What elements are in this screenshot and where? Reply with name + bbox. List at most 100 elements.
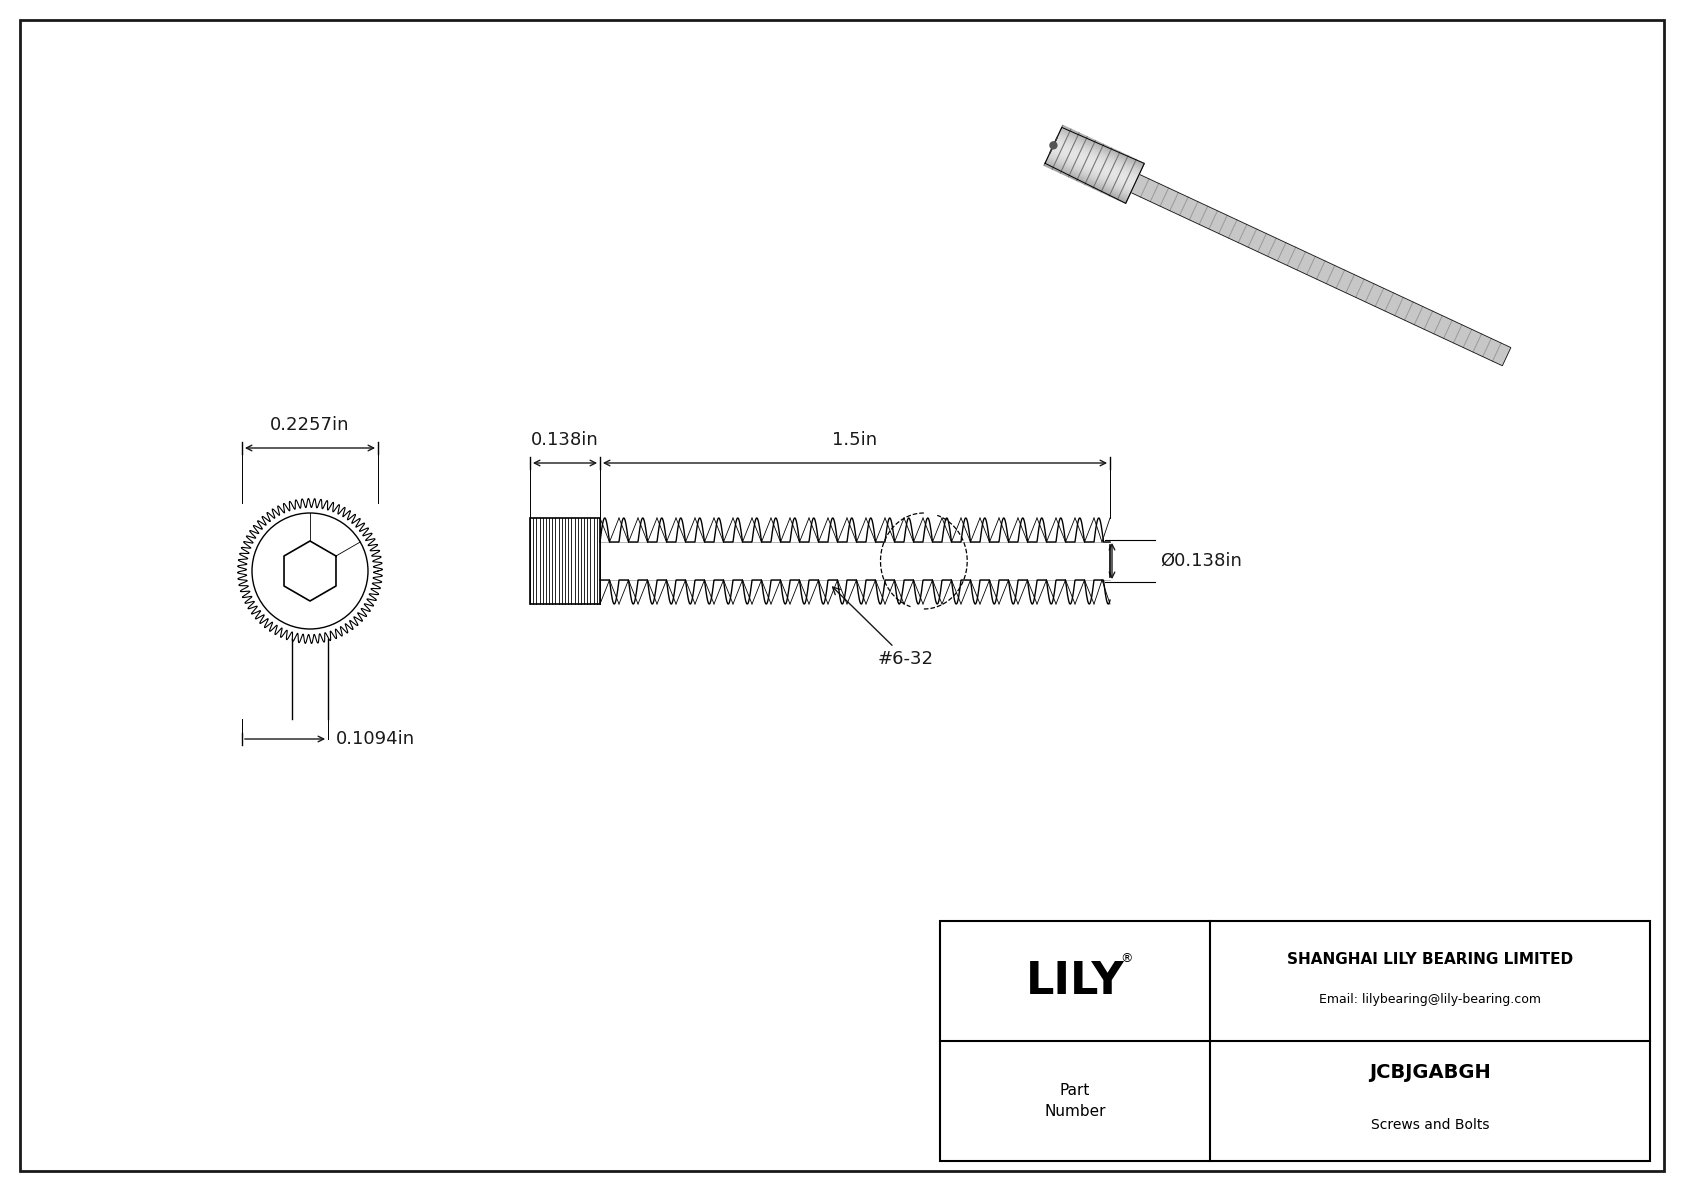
Polygon shape <box>1340 272 1352 292</box>
Polygon shape <box>1140 179 1154 199</box>
Polygon shape <box>1177 197 1191 217</box>
Polygon shape <box>1410 304 1423 325</box>
Polygon shape <box>1386 293 1399 313</box>
Polygon shape <box>1283 245 1297 266</box>
Polygon shape <box>1052 145 1135 186</box>
Polygon shape <box>1228 220 1241 241</box>
Polygon shape <box>1046 160 1128 199</box>
Text: 0.2257in: 0.2257in <box>269 416 350 434</box>
Polygon shape <box>1046 161 1128 201</box>
Polygon shape <box>1209 211 1223 231</box>
Text: LILY: LILY <box>1026 960 1125 1003</box>
Polygon shape <box>1047 155 1130 195</box>
Polygon shape <box>1051 149 1133 189</box>
Polygon shape <box>1303 255 1315 275</box>
Polygon shape <box>1367 285 1381 305</box>
Text: #6-32: #6-32 <box>832 587 935 668</box>
Polygon shape <box>1047 157 1130 198</box>
Polygon shape <box>1418 308 1431 329</box>
Polygon shape <box>1150 183 1162 204</box>
Polygon shape <box>1154 185 1167 205</box>
Polygon shape <box>1238 224 1251 244</box>
Polygon shape <box>1470 332 1484 353</box>
Polygon shape <box>1135 176 1148 197</box>
Polygon shape <box>1457 326 1468 347</box>
Polygon shape <box>1056 137 1138 177</box>
Polygon shape <box>1044 163 1127 204</box>
Polygon shape <box>1061 127 1143 168</box>
Polygon shape <box>1479 337 1492 357</box>
Polygon shape <box>1298 252 1312 273</box>
Polygon shape <box>1354 279 1367 299</box>
Polygon shape <box>1359 280 1371 301</box>
Polygon shape <box>1489 341 1502 361</box>
Polygon shape <box>1497 345 1511 366</box>
Polygon shape <box>1330 268 1344 288</box>
Bar <box>530 518 600 604</box>
Polygon shape <box>1452 324 1465 344</box>
Polygon shape <box>1059 131 1142 172</box>
Polygon shape <box>1335 269 1349 289</box>
Polygon shape <box>1372 287 1386 307</box>
Polygon shape <box>1396 298 1408 318</box>
Polygon shape <box>1159 187 1172 207</box>
Ellipse shape <box>1049 142 1058 149</box>
Polygon shape <box>1312 258 1325 279</box>
Polygon shape <box>1344 274 1357 294</box>
Polygon shape <box>1251 231 1265 251</box>
Polygon shape <box>1049 151 1132 192</box>
Text: JCBJGABGH: JCBJGABGH <box>1369 1062 1490 1081</box>
Polygon shape <box>1317 261 1330 281</box>
Polygon shape <box>1475 335 1487 355</box>
Polygon shape <box>1391 295 1404 316</box>
Polygon shape <box>1145 181 1159 201</box>
Text: Email: lilybearing@lily-bearing.com: Email: lilybearing@lily-bearing.com <box>1319 992 1541 1005</box>
Polygon shape <box>1256 232 1270 254</box>
Polygon shape <box>1172 194 1186 214</box>
Polygon shape <box>1059 130 1142 169</box>
Polygon shape <box>1349 276 1362 297</box>
Polygon shape <box>1494 343 1505 363</box>
Polygon shape <box>1054 143 1137 183</box>
Polygon shape <box>1169 192 1180 212</box>
Polygon shape <box>1307 256 1320 278</box>
Polygon shape <box>1381 292 1394 312</box>
Polygon shape <box>1415 306 1428 326</box>
Polygon shape <box>1246 229 1260 249</box>
Text: 0.1094in: 0.1094in <box>337 730 416 748</box>
Text: 0.138in: 0.138in <box>530 431 600 449</box>
Polygon shape <box>1484 339 1497 360</box>
Polygon shape <box>1214 213 1228 233</box>
Polygon shape <box>1428 313 1442 333</box>
Polygon shape <box>1054 142 1137 181</box>
Polygon shape <box>1058 136 1140 175</box>
Polygon shape <box>1447 322 1460 342</box>
Text: Part
Number: Part Number <box>1044 1083 1106 1120</box>
Polygon shape <box>1270 239 1283 260</box>
Polygon shape <box>1063 125 1145 166</box>
Polygon shape <box>1261 235 1273 255</box>
Polygon shape <box>1293 250 1307 270</box>
Polygon shape <box>1196 205 1209 225</box>
Text: 1.5in: 1.5in <box>832 431 877 449</box>
Polygon shape <box>1280 244 1293 264</box>
Polygon shape <box>1288 248 1302 268</box>
Bar <box>940 921 1650 1161</box>
Polygon shape <box>1325 266 1339 286</box>
Polygon shape <box>1201 207 1214 227</box>
Polygon shape <box>1460 328 1474 349</box>
Polygon shape <box>1182 198 1196 218</box>
Text: Screws and Bolts: Screws and Bolts <box>1371 1118 1489 1131</box>
Polygon shape <box>1322 263 1334 283</box>
Polygon shape <box>1362 282 1376 303</box>
Polygon shape <box>1399 300 1413 320</box>
Polygon shape <box>1265 237 1278 257</box>
Polygon shape <box>1404 303 1418 323</box>
Polygon shape <box>1224 218 1236 238</box>
Polygon shape <box>1243 226 1255 247</box>
Polygon shape <box>1275 242 1288 262</box>
Polygon shape <box>1191 202 1204 223</box>
Polygon shape <box>1219 216 1233 236</box>
Polygon shape <box>1058 133 1140 174</box>
Text: ®: ® <box>1122 953 1133 966</box>
